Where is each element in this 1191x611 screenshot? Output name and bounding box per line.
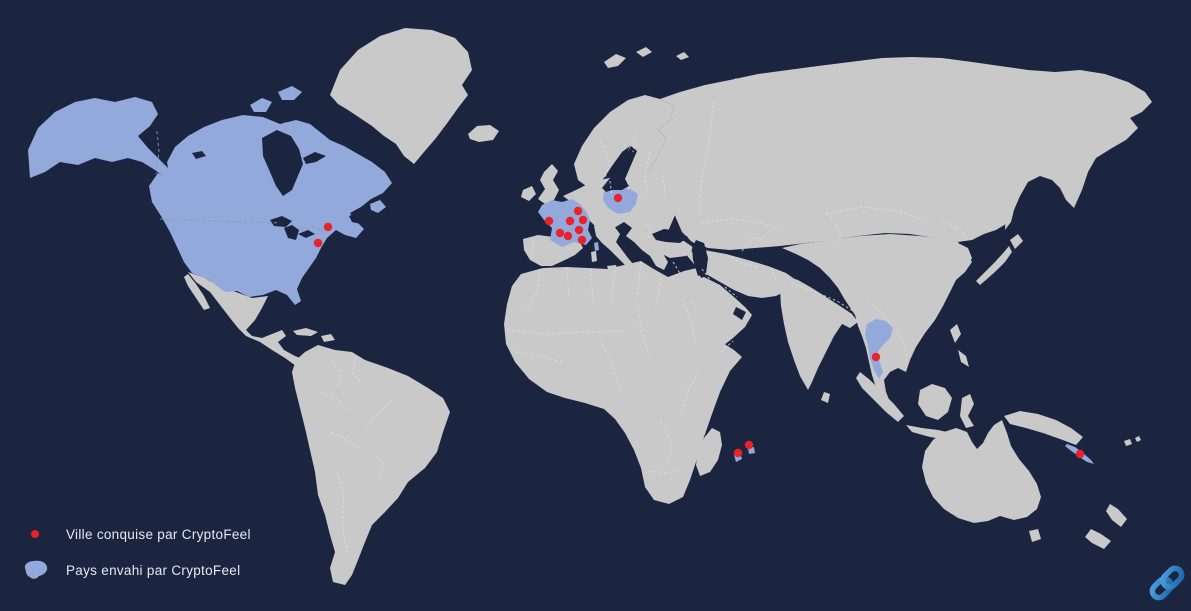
- land-central-europe: [563, 172, 683, 270]
- land-tasmania: [1029, 529, 1041, 542]
- land-arctic-isle-2: [676, 52, 689, 60]
- black-sea: [652, 229, 688, 243]
- land-svalbard: [604, 54, 626, 68]
- country-canada-usa[interactable]: [149, 115, 392, 305]
- legend-item-city: Ville conquise par CryptoFeel: [20, 522, 251, 546]
- land-hispaniola: [321, 334, 335, 342]
- great-bear-lake: [162, 130, 178, 138]
- hudson-strait: [303, 152, 326, 164]
- land-iceland: [468, 125, 499, 142]
- land-india: [780, 276, 858, 390]
- city-dot-icon: [20, 530, 50, 538]
- land-iran: [684, 250, 796, 298]
- lake-michigan-huron: [284, 225, 299, 240]
- land-nz-south: [1085, 529, 1111, 549]
- share-link-button[interactable]: [1146, 561, 1188, 605]
- land-philippines-1: [950, 324, 961, 343]
- land-uk: [538, 164, 559, 204]
- land-arabia: [676, 277, 752, 362]
- city-dot-france[interactable]: [565, 216, 575, 226]
- land-sardinia: [591, 251, 597, 262]
- land-greenland: [330, 28, 472, 164]
- land-sicily: [607, 265, 618, 272]
- hudson-bay: [262, 130, 303, 196]
- lake-erie-ontario: [298, 230, 315, 238]
- city-dots: [313, 193, 1085, 459]
- caspian-sea: [692, 240, 708, 276]
- city-dot-france[interactable]: [544, 216, 554, 226]
- land-sakhalin: [1005, 194, 1015, 230]
- land-madagascar: [696, 428, 722, 476]
- land-sri-lanka: [821, 392, 830, 403]
- legend-item-country: Pays envahi par CryptoFeel: [20, 558, 251, 582]
- city-dot-france[interactable]: [555, 228, 565, 238]
- country-canada-arctic-3[interactable]: [278, 86, 302, 100]
- city-dot-thailand[interactable]: [871, 352, 881, 362]
- land-cuba: [293, 328, 318, 336]
- land-scandinavia: [574, 95, 674, 188]
- country-canada-arctic-2[interactable]: [250, 98, 272, 112]
- land-sulawesi: [960, 394, 974, 428]
- country-canada-newfoundland[interactable]: [370, 200, 386, 213]
- country-blob-icon: [24, 560, 48, 579]
- land-japan: [976, 246, 1012, 285]
- city-dot-france[interactable]: [563, 231, 573, 241]
- land-arctic-isle-1: [636, 47, 652, 57]
- country-canada-arctic-1[interactable]: [246, 120, 270, 136]
- land-fiji-2: [1135, 436, 1141, 442]
- inland-water: [162, 130, 746, 320]
- baltic-sea: [602, 146, 637, 192]
- legend: Ville conquise par CryptoFeel Pays envah…: [20, 522, 251, 582]
- country-thailand[interactable]: [865, 319, 893, 379]
- persian-gulf: [733, 307, 746, 320]
- invaded-country-icon: [20, 559, 50, 581]
- city-dot-north-america[interactable]: [323, 222, 333, 232]
- city-dot-france[interactable]: [577, 235, 587, 245]
- city-dot-france[interactable]: [573, 206, 583, 216]
- land-italy: [594, 222, 633, 266]
- city-dot-poland[interactable]: [613, 193, 623, 203]
- land-hokkaido: [1010, 234, 1023, 249]
- land-nz-north: [1106, 504, 1127, 527]
- land-philippines-2: [958, 350, 969, 367]
- city-dot-north-america[interactable]: [313, 238, 323, 248]
- country-france-corsica[interactable]: [594, 242, 599, 251]
- legend-item-label: Ville conquise par CryptoFeel: [66, 526, 251, 542]
- country-borders: [155, 100, 969, 553]
- link-icon: [1149, 565, 1185, 601]
- city-dot-france[interactable]: [574, 225, 584, 235]
- land-south-america: [292, 345, 450, 585]
- city-dot-mauritius[interactable]: [744, 440, 754, 450]
- land-borneo: [918, 384, 952, 420]
- country-alaska[interactable]: [28, 97, 178, 182]
- land-turkey: [654, 239, 694, 258]
- land-fiji-1: [1124, 439, 1132, 446]
- land-russia: [646, 57, 1152, 250]
- city-dot-reunion[interactable]: [733, 448, 743, 458]
- great-slave-lake: [192, 151, 206, 159]
- landmasses: [184, 28, 1152, 585]
- city-dot-france[interactable]: [578, 215, 588, 225]
- land-ireland: [521, 186, 536, 201]
- land-mexico-central-america: [188, 272, 312, 372]
- legend-item-label: Pays envahi par CryptoFeel: [66, 562, 241, 578]
- gulf-st-lawrence: [349, 211, 369, 224]
- lake-superior: [270, 216, 292, 227]
- land-new-guinea: [1004, 411, 1083, 445]
- land-sumatra: [856, 372, 904, 422]
- land-australia: [922, 420, 1041, 523]
- border-us-canada: [155, 130, 328, 235]
- city-dot-new-caledonia[interactable]: [1075, 449, 1085, 459]
- land-baja: [184, 274, 210, 310]
- land-korea: [959, 244, 972, 268]
